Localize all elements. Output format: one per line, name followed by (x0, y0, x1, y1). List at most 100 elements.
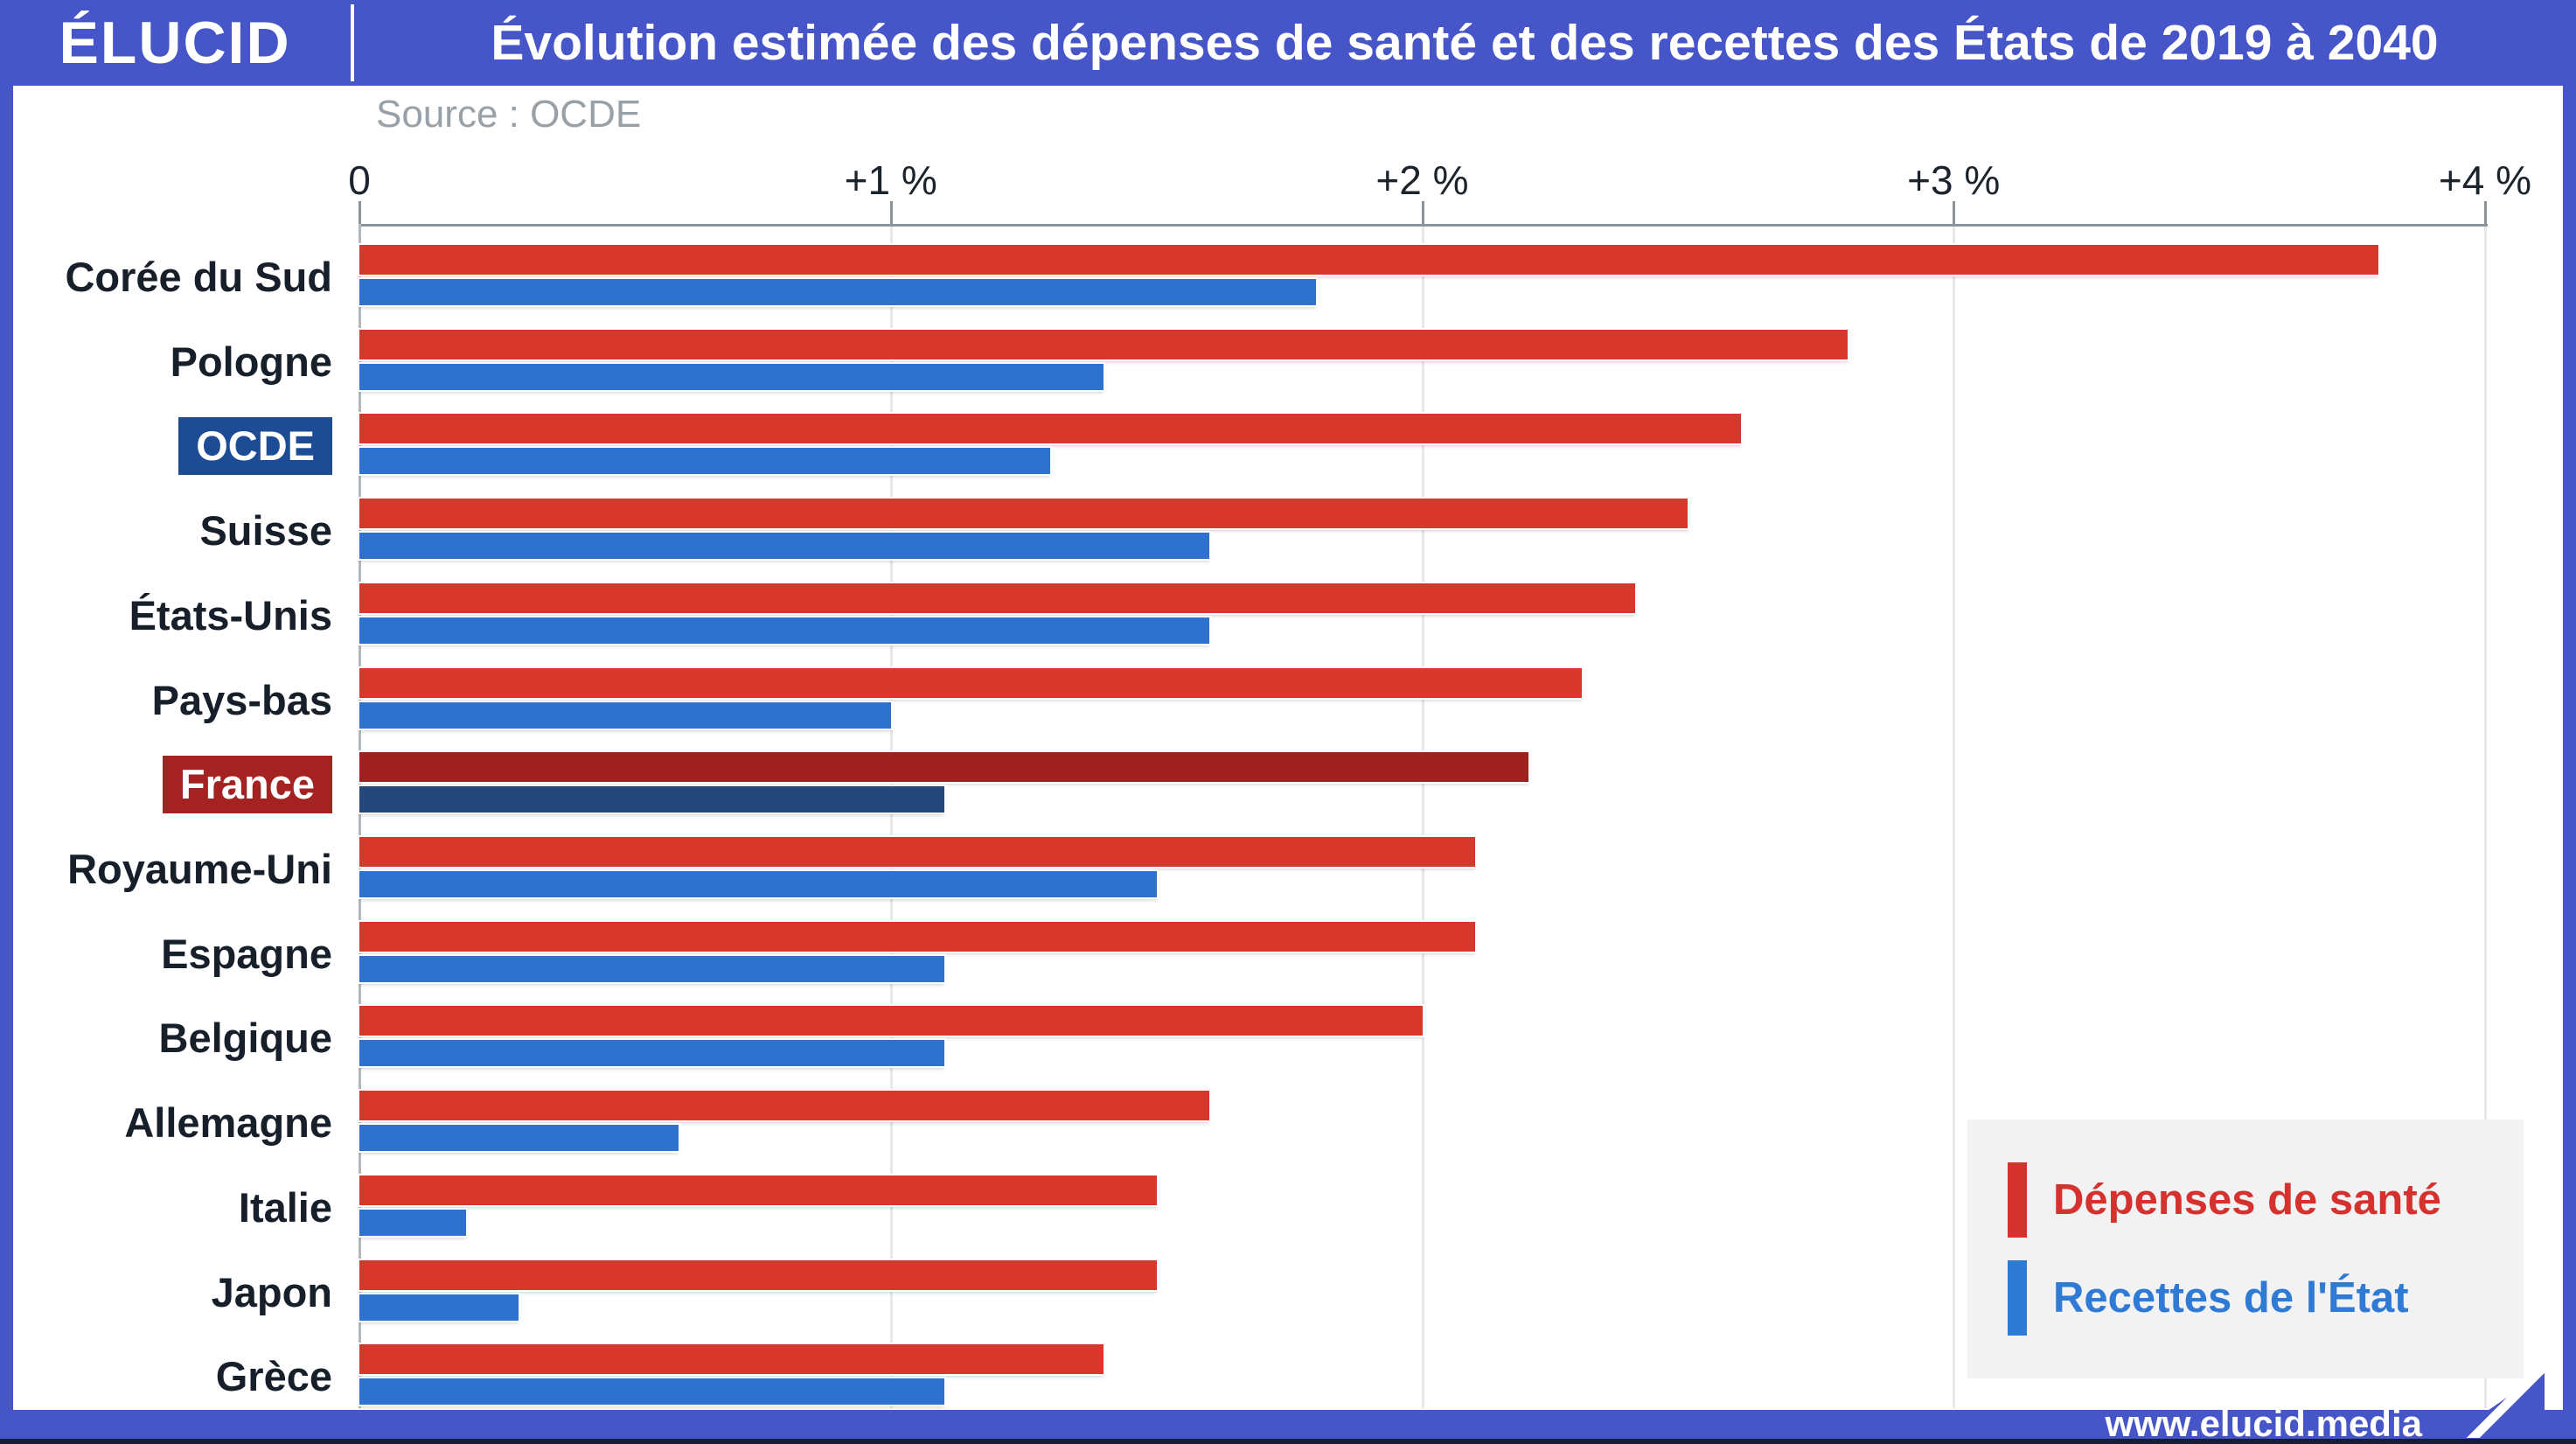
country-label: Pologne (0, 333, 332, 391)
legend-label-recettes: Recettes de l'État (2053, 1274, 2409, 1322)
country-row: Grèce (216, 1323, 2485, 1408)
country-label-text: Corée du Sud (65, 254, 332, 300)
country-row: Belgique (159, 985, 2485, 1070)
country-label-text: Pays-bas (151, 676, 332, 723)
bar-depenses-sante (359, 1175, 1157, 1205)
legend-label-depenses: Dépenses de santé (2053, 1176, 2441, 1224)
bar-depenses-sante (359, 329, 1848, 359)
chart-title: Évolution estimée des dépenses de santé … (491, 15, 2439, 71)
grid-line (2484, 227, 2487, 1408)
country-label-text: Japon (211, 1268, 332, 1315)
country-label-text: Espagne (161, 930, 332, 977)
country-label: Pays-bas (0, 672, 332, 729)
bar-depenses-sante (359, 752, 1528, 783)
bar-recettes-etat (359, 786, 944, 813)
bar-depenses-sante (359, 1344, 1104, 1375)
country-label-text: Grèce (215, 1353, 332, 1400)
bar-recettes-etat (359, 701, 891, 729)
bar-depenses-sante (359, 1006, 1423, 1036)
axis-tick-label: 0 (348, 157, 371, 203)
axis-tick-label: +3 % (1907, 157, 2001, 203)
country-label-text: Pologne (170, 338, 332, 385)
axis-tick (2484, 201, 2487, 224)
legend: Dépenses de santé Recettes de l'État (1967, 1120, 2524, 1378)
country-label: Belgique (0, 1009, 332, 1067)
country-row: États-Unis (129, 562, 2485, 647)
country-label: États-Unis (0, 587, 332, 645)
country-row: Italie (239, 1155, 2485, 1239)
axis-tick (889, 201, 893, 224)
bar-depenses-sante (359, 837, 1475, 867)
elucid-logo: ÉLUCID (59, 10, 291, 76)
header: ÉLUCID Évolution estimée des dépenses de… (0, 0, 2576, 86)
bar-depenses-sante (359, 667, 1582, 698)
country-label: Allemagne (0, 1094, 332, 1152)
axis-tick-label: +2 % (1375, 157, 1469, 203)
country-label-text: Suisse (199, 507, 332, 555)
axis-tick-label: +1 % (844, 157, 937, 203)
country-label: Grèce (0, 1348, 332, 1406)
axis-tick (1421, 201, 1424, 224)
country-row: Royaume-Uni (67, 816, 2485, 901)
country-label-text: Royaume-Uni (67, 846, 332, 892)
bar-recettes-etat (359, 1125, 679, 1152)
country-label: France (0, 756, 332, 814)
country-label: Royaume-Uni (0, 841, 332, 898)
legend-swatch-red (2008, 1162, 2027, 1238)
bar-depenses-sante (359, 414, 1741, 444)
legend-item-depenses: Dépenses de santé (1967, 1162, 2524, 1238)
bar-depenses-sante (359, 582, 1635, 613)
country-row: France (162, 731, 2485, 816)
country-row: Allemagne (124, 1070, 2485, 1155)
country-row: Espagne (161, 901, 2485, 986)
country-label-text: Allemagne (124, 1099, 332, 1147)
grid-line (1953, 227, 1956, 1408)
legend-item-recettes: Recettes de l'État (1967, 1260, 2524, 1336)
axis-tick (1953, 201, 1956, 224)
country-label: OCDE (0, 417, 332, 476)
country-label: Espagne (0, 925, 332, 983)
country-label: Japon (0, 1264, 332, 1322)
grid-line (889, 227, 893, 1408)
legend-swatch-blue (2008, 1260, 2027, 1336)
footer: www.elucid.media (0, 1403, 2576, 1444)
country-row: Pologne (171, 309, 2485, 394)
bar-depenses-sante (359, 1259, 1157, 1290)
plot-area: 0 +1 % +2 % +3 % +4 % Corée du Sud Pologne OCDE… (65, 157, 2531, 1408)
axis-tick-label: +4 % (2438, 157, 2532, 203)
country-label-text: Belgique (158, 1015, 332, 1062)
axis-tick (359, 201, 361, 224)
country-label: Suisse (0, 502, 332, 560)
bar-recettes-etat (359, 279, 1316, 305)
country-row: Japon (212, 1239, 2485, 1324)
country-row: Pays-bas (152, 647, 2485, 732)
country-row: OCDE (178, 393, 2485, 478)
country-label-text: Italie (238, 1183, 332, 1231)
country-label: Italie (0, 1179, 332, 1237)
bar-depenses-sante (359, 499, 1688, 529)
bar-recettes-etat (359, 1040, 944, 1067)
bar-recettes-etat (359, 1209, 466, 1236)
country-label-text: France (162, 756, 332, 814)
bar-recettes-etat (359, 363, 1104, 390)
x-axis-line (359, 224, 2488, 227)
bottom-strip (0, 1439, 2576, 1444)
country-row: Suisse (199, 478, 2485, 562)
bar-recettes-etat (359, 1378, 944, 1406)
country-label-text: États-Unis (129, 591, 332, 638)
country-label-text: OCDE (178, 417, 332, 476)
bar-recettes-etat (359, 617, 1209, 644)
bar-depenses-sante (359, 921, 1475, 952)
website-url: www.elucid.media (2105, 1403, 2422, 1444)
header-separator (351, 4, 354, 81)
bar-recettes-etat (359, 955, 944, 982)
country-label: Corée du Sud (0, 248, 332, 306)
country-row: Corée du Sud (65, 224, 2485, 309)
bar-depenses-sante (359, 245, 2378, 275)
source-label: Source : OCDE (376, 93, 642, 136)
bar-recettes-etat (359, 1294, 519, 1321)
bar-recettes-etat (359, 871, 1157, 897)
bar-depenses-sante (359, 1091, 1209, 1121)
bar-recettes-etat (359, 448, 1050, 475)
